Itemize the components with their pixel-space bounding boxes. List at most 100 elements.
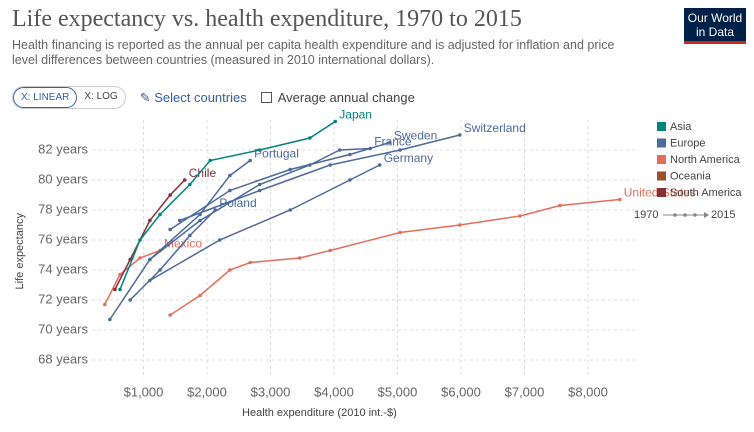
series-line: [119, 120, 336, 290]
y-tick-label: 80 years: [38, 171, 88, 186]
point: [177, 218, 182, 223]
y-tick-label: 78 years: [38, 201, 88, 216]
point: [248, 158, 252, 163]
point: [228, 173, 232, 178]
logo-line: in Data: [695, 25, 735, 39]
average-label: Average annual change: [277, 90, 415, 105]
title: Life expectancy vs. health expenditure, …: [12, 6, 522, 32]
point: [138, 256, 142, 260]
x-tick-label: $7,000: [505, 384, 545, 399]
point: [113, 287, 117, 292]
point: [217, 238, 222, 242]
controls: X: LINEAR X: LOG ✎ Select countries Avera…: [12, 86, 415, 109]
point: [297, 256, 302, 260]
point: [168, 193, 172, 197]
series-label: Sweden: [394, 129, 437, 143]
point: [558, 203, 562, 208]
point: [118, 287, 122, 292]
point: [158, 268, 162, 272]
point: [208, 158, 212, 163]
point: [288, 167, 292, 172]
point: [337, 148, 342, 152]
point: [228, 188, 232, 193]
y-tick-label: 82 years: [38, 141, 88, 156]
point: [457, 133, 462, 137]
select-countries[interactable]: ✎ Select countries: [139, 89, 247, 105]
legend-label: Asia: [670, 121, 692, 133]
series-label: Portugal: [254, 147, 299, 161]
legend-swatch: [657, 138, 666, 148]
series-line: [114, 179, 186, 290]
point: [102, 302, 107, 307]
y-tick-label: 74 years: [38, 261, 88, 276]
point: [168, 227, 172, 232]
point: [333, 119, 338, 124]
point: [148, 218, 152, 223]
series-label: Switzerland: [464, 121, 526, 135]
x-tick-label: $6,000: [441, 384, 481, 399]
time-legend-arrow: [704, 212, 709, 218]
legend-label: Europe: [670, 137, 705, 149]
point: [257, 182, 262, 187]
point: [248, 260, 252, 265]
legend-label: North America: [670, 154, 741, 166]
y-tick-label: 76 years: [38, 231, 88, 246]
point: [328, 163, 332, 167]
y-tick-label: 68 years: [38, 351, 88, 366]
point: [128, 298, 132, 302]
logo-line: Our World: [687, 11, 743, 25]
x-tick-label: $2,000: [187, 384, 227, 399]
point: [168, 313, 172, 317]
point: [257, 188, 262, 193]
legend-swatch: [657, 171, 666, 181]
legend-swatch: [657, 188, 666, 197]
point: [198, 293, 202, 298]
time-legend-end: 2015: [711, 209, 735, 221]
series-label: Chile: [189, 166, 217, 180]
point: [348, 152, 352, 157]
point: [518, 214, 522, 218]
series-label: France: [374, 135, 412, 149]
y-tick-label: 70 years: [38, 321, 88, 336]
point: [457, 223, 462, 227]
scale-toggle: X: LINEAR X: LOG: [12, 86, 126, 109]
y-axis-label: Life expectancy: [14, 213, 26, 290]
series-line: [169, 198, 620, 316]
point: [288, 208, 292, 212]
time-legend-dot: [683, 213, 687, 217]
point: [108, 317, 112, 322]
point: [388, 140, 392, 145]
x-tick-label: $8,000: [568, 384, 608, 399]
select-label: Select countries: [154, 89, 247, 105]
y-tick-label: 72 years: [38, 291, 88, 306]
point: [257, 148, 262, 152]
log-button[interactable]: X: LOG: [84, 91, 118, 102]
series-line: [149, 147, 371, 261]
legend-label: Oceania: [670, 170, 712, 182]
time-legend-dot: [673, 213, 677, 217]
point: [148, 278, 152, 283]
legend-swatch: [657, 155, 666, 164]
point: [328, 248, 332, 253]
point: [182, 178, 187, 182]
legend-swatch: [657, 122, 666, 131]
time-legend-dot: [693, 213, 697, 217]
point: [377, 163, 382, 167]
point: [198, 218, 202, 223]
average-checkbox[interactable]: Average annual change: [260, 90, 415, 105]
point: [398, 148, 402, 152]
point: [617, 197, 622, 202]
point: [308, 136, 312, 140]
subtitle: Health financing is reported as the annu…: [12, 38, 615, 67]
point: [228, 268, 232, 272]
logo[interactable]: Our World in Data: [684, 8, 746, 44]
series-label: Poland: [219, 196, 256, 210]
point: [348, 178, 352, 182]
time-legend-start: 1970: [634, 209, 658, 221]
x-tick-label: $4,000: [314, 384, 354, 399]
linear-button[interactable]: X: LINEAR: [13, 87, 78, 108]
x-tick-label: $1,000: [124, 384, 164, 399]
point: [188, 233, 192, 238]
